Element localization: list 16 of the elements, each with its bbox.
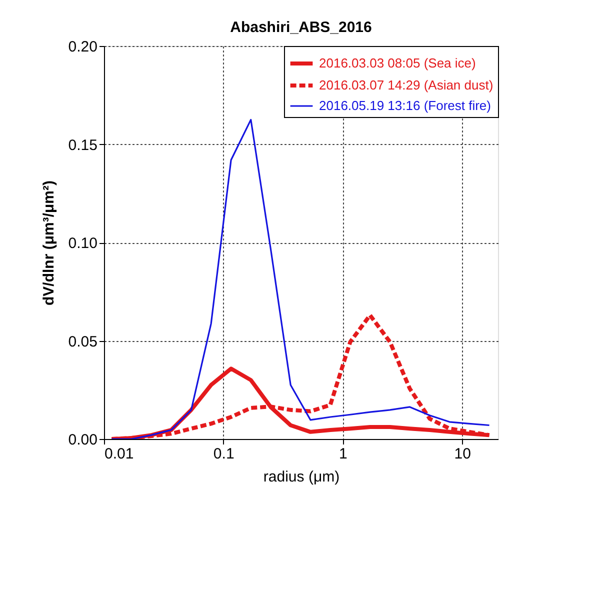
x-tick-label: 0.1: [213, 446, 234, 462]
line-series: [110, 118, 490, 439]
chart-title: Abashiri_ABS_2016: [230, 19, 372, 36]
y-tick-label: 0.05: [68, 333, 98, 350]
x-tick-label: 10: [454, 446, 471, 462]
y-tick-label: 0.15: [68, 136, 98, 154]
x-tick-label: 0.01: [104, 446, 134, 462]
y-axis-title: dV/dlnr (μm³/μm²): [40, 180, 58, 306]
y-tick-label: 0.20: [68, 38, 98, 56]
x-axis-title: radius (μm): [263, 468, 340, 486]
y-tick-label: 0.10: [68, 235, 98, 252]
x-tick-label: 1: [339, 446, 348, 462]
legend-label: 2016.03.07 14:29 (Asian dust): [319, 78, 494, 92]
legend-label: 2016.03.03 08:05 (Sea ice): [319, 56, 476, 70]
y-tick-label: 0.00: [68, 432, 98, 448]
legend-label: 2016.05.19 13:16 (Forest fire): [319, 98, 491, 113]
